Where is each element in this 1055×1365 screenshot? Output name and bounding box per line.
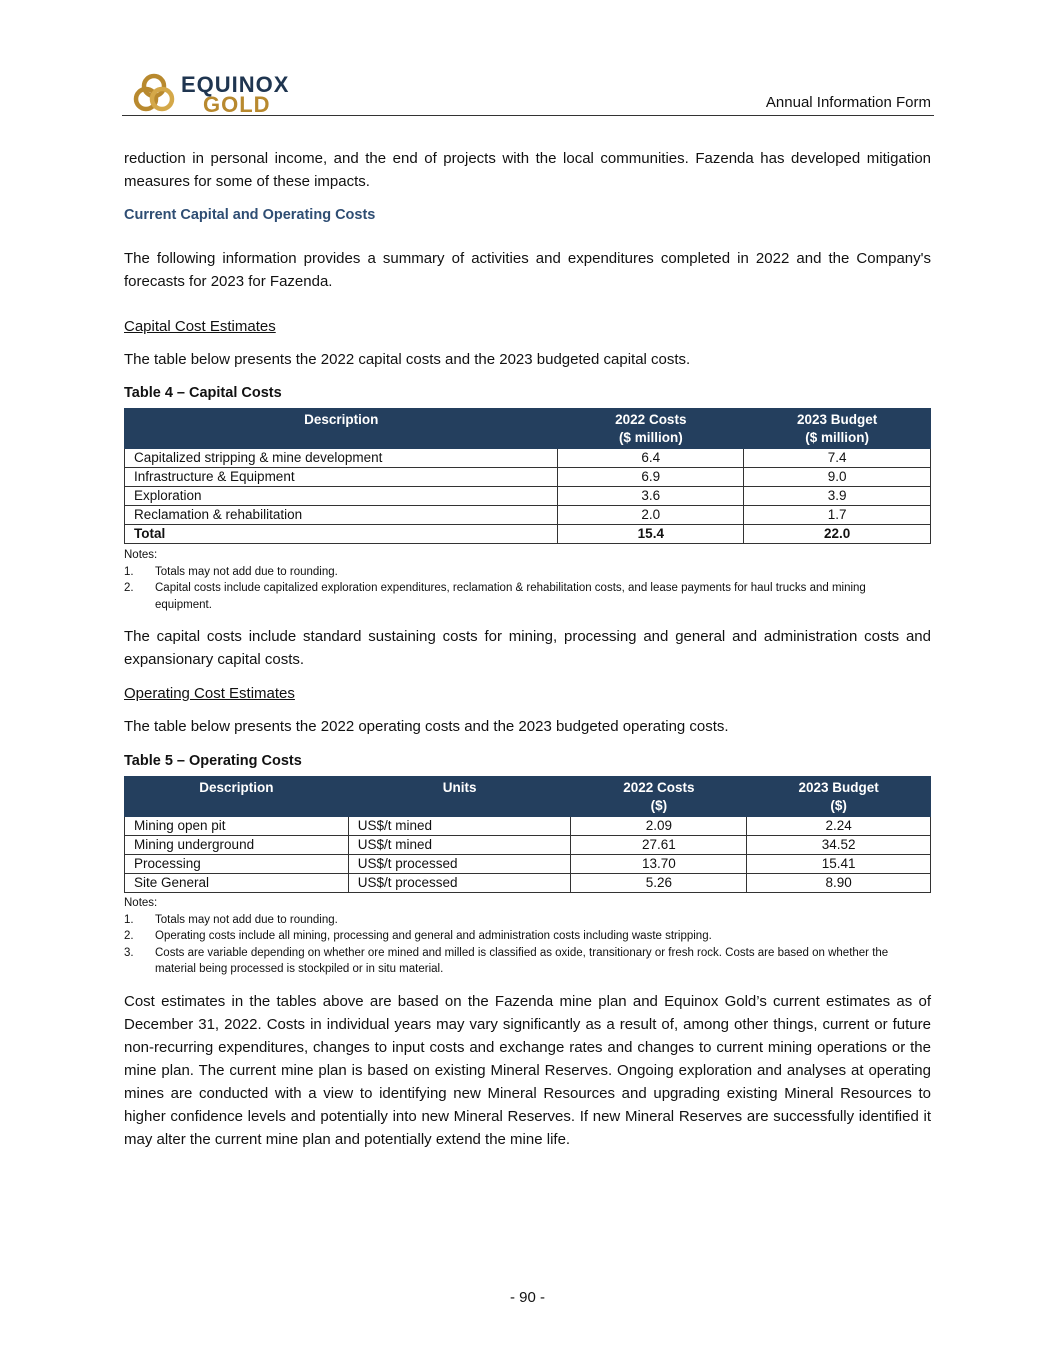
cell: 6.9: [557, 467, 745, 487]
capital-costs-table: Description 2022 Costs ($ million) 2023 B…: [123, 408, 931, 544]
notes-label: Notes:: [124, 897, 158, 909]
document-title: Annual Information Form: [765, 94, 931, 111]
cell: 7.4: [743, 448, 931, 468]
table-header-row: Description Units 2022 Costs ($) 2023 Bud…: [124, 776, 931, 817]
cell: 1.7: [743, 505, 931, 525]
cell: 2.09: [570, 816, 748, 836]
cell: 13.70: [570, 854, 748, 874]
table-total-row: Total 15.4 22.0: [123, 524, 931, 544]
paragraph: The table below presents the 2022 capita…: [124, 351, 691, 368]
cell: Mining open pit: [124, 816, 349, 836]
table-row: Mining open pit US$/t mined 2.09 2.24: [124, 816, 931, 836]
table-row: Infrastructure & Equipment 6.9 9.0: [123, 467, 931, 487]
note: 3. Costs are variable depending on whethe…: [124, 946, 889, 976]
header-cell: 2022 Costs ($ million): [557, 408, 745, 449]
cell: US$/t processed: [347, 854, 572, 874]
cell: 27.61: [570, 835, 748, 855]
table-row: Site General US$/t processed 5.26 8.90: [124, 873, 931, 893]
note: 1. Totals may not add due to rounding.: [124, 565, 338, 578]
cell: Capitalized stripping & mine development: [123, 448, 559, 468]
cell: 9.0: [743, 467, 931, 487]
logo-text-bottom: GOLD: [203, 92, 271, 117]
header-cell: Description: [123, 408, 559, 449]
header-cell: 2023 Budget ($ million): [743, 408, 931, 449]
cell: US$/t processed: [347, 873, 572, 893]
cell: Total: [123, 524, 559, 544]
paragraph: reduction in personal income, and the en…: [124, 150, 931, 190]
cell: 8.90: [746, 873, 931, 893]
note: 2. Capital costs include capitalized expl…: [124, 582, 866, 611]
subheading-capital: Capital Cost Estimates: [124, 318, 276, 335]
cell: 5.26: [570, 873, 748, 893]
table-row: Mining underground US$/t mined 27.61 34.52: [124, 835, 931, 855]
cell: 6.4: [557, 448, 745, 468]
table-row: Exploration 3.6 3.9: [123, 486, 931, 506]
paragraph: Cost estimates in the tables above are b…: [124, 993, 931, 1148]
header-cell: 2022 Costs ($): [570, 776, 748, 817]
header-cell: Units: [347, 776, 572, 817]
cell: 3.6: [557, 486, 745, 506]
cell: 22.0: [743, 524, 931, 544]
table-row: Reclamation & rehabilitation 2.0 1.7: [123, 505, 931, 525]
cell: US$/t mined: [347, 835, 572, 855]
table5-caption: Table 5 – Operating Costs: [124, 753, 302, 769]
table5-notes: Notes: 1. Totals may not add due to round…: [124, 895, 924, 978]
header-cell: 2023 Budget ($): [746, 776, 931, 817]
notes-label: Notes:: [124, 549, 158, 561]
operating-costs-table: Description Units 2022 Costs ($) 2023 Bud…: [124, 776, 931, 893]
paragraph: The following information provides a sum…: [124, 250, 931, 290]
note: 2. Operating costs include all mining, pr…: [124, 930, 712, 942]
section-heading: Current Capital and Operating Costs: [124, 207, 376, 223]
cell: 15.41: [746, 854, 931, 874]
cell: Mining underground: [124, 835, 349, 855]
cell: 2.0: [557, 505, 745, 525]
subheading-operating: Operating Cost Estimates: [124, 685, 295, 702]
cell: 34.52: [746, 835, 931, 855]
table-row: Capitalized stripping & mine development…: [123, 448, 931, 468]
note: 1. Totals may not add due to rounding.: [124, 913, 338, 926]
header-cell: Description: [124, 776, 349, 817]
cell: Site General: [124, 873, 349, 893]
table4-notes: Notes: 1. Totals may not add due to round…: [124, 547, 924, 613]
logo-text-top: EQUINOX: [181, 72, 290, 97]
cell: US$/t mined: [347, 816, 572, 836]
cell: 3.9: [743, 486, 931, 506]
paragraph: The table below presents the 2022 operat…: [124, 718, 729, 735]
table4-caption: Table 4 – Capital Costs: [124, 385, 282, 401]
cell: Infrastructure & Equipment: [123, 467, 559, 487]
logo: EQUINOX GOLD: [133, 72, 293, 117]
paragraph: The capital costs include standard susta…: [124, 628, 931, 668]
table-row: Processing US$/t processed 13.70 15.41: [124, 854, 931, 874]
cell: Processing: [124, 854, 349, 874]
cell: 2.24: [746, 816, 931, 836]
logo-knot-icon: [133, 73, 175, 112]
table-header-row: Description 2022 Costs ($ million) 2023 B…: [123, 408, 931, 449]
cell: 15.4: [557, 524, 745, 544]
header-rule: [122, 115, 934, 116]
cell: Exploration: [123, 486, 559, 506]
cell: Reclamation & rehabilitation: [123, 505, 559, 525]
page-number: - 90 -: [509, 1289, 545, 1306]
